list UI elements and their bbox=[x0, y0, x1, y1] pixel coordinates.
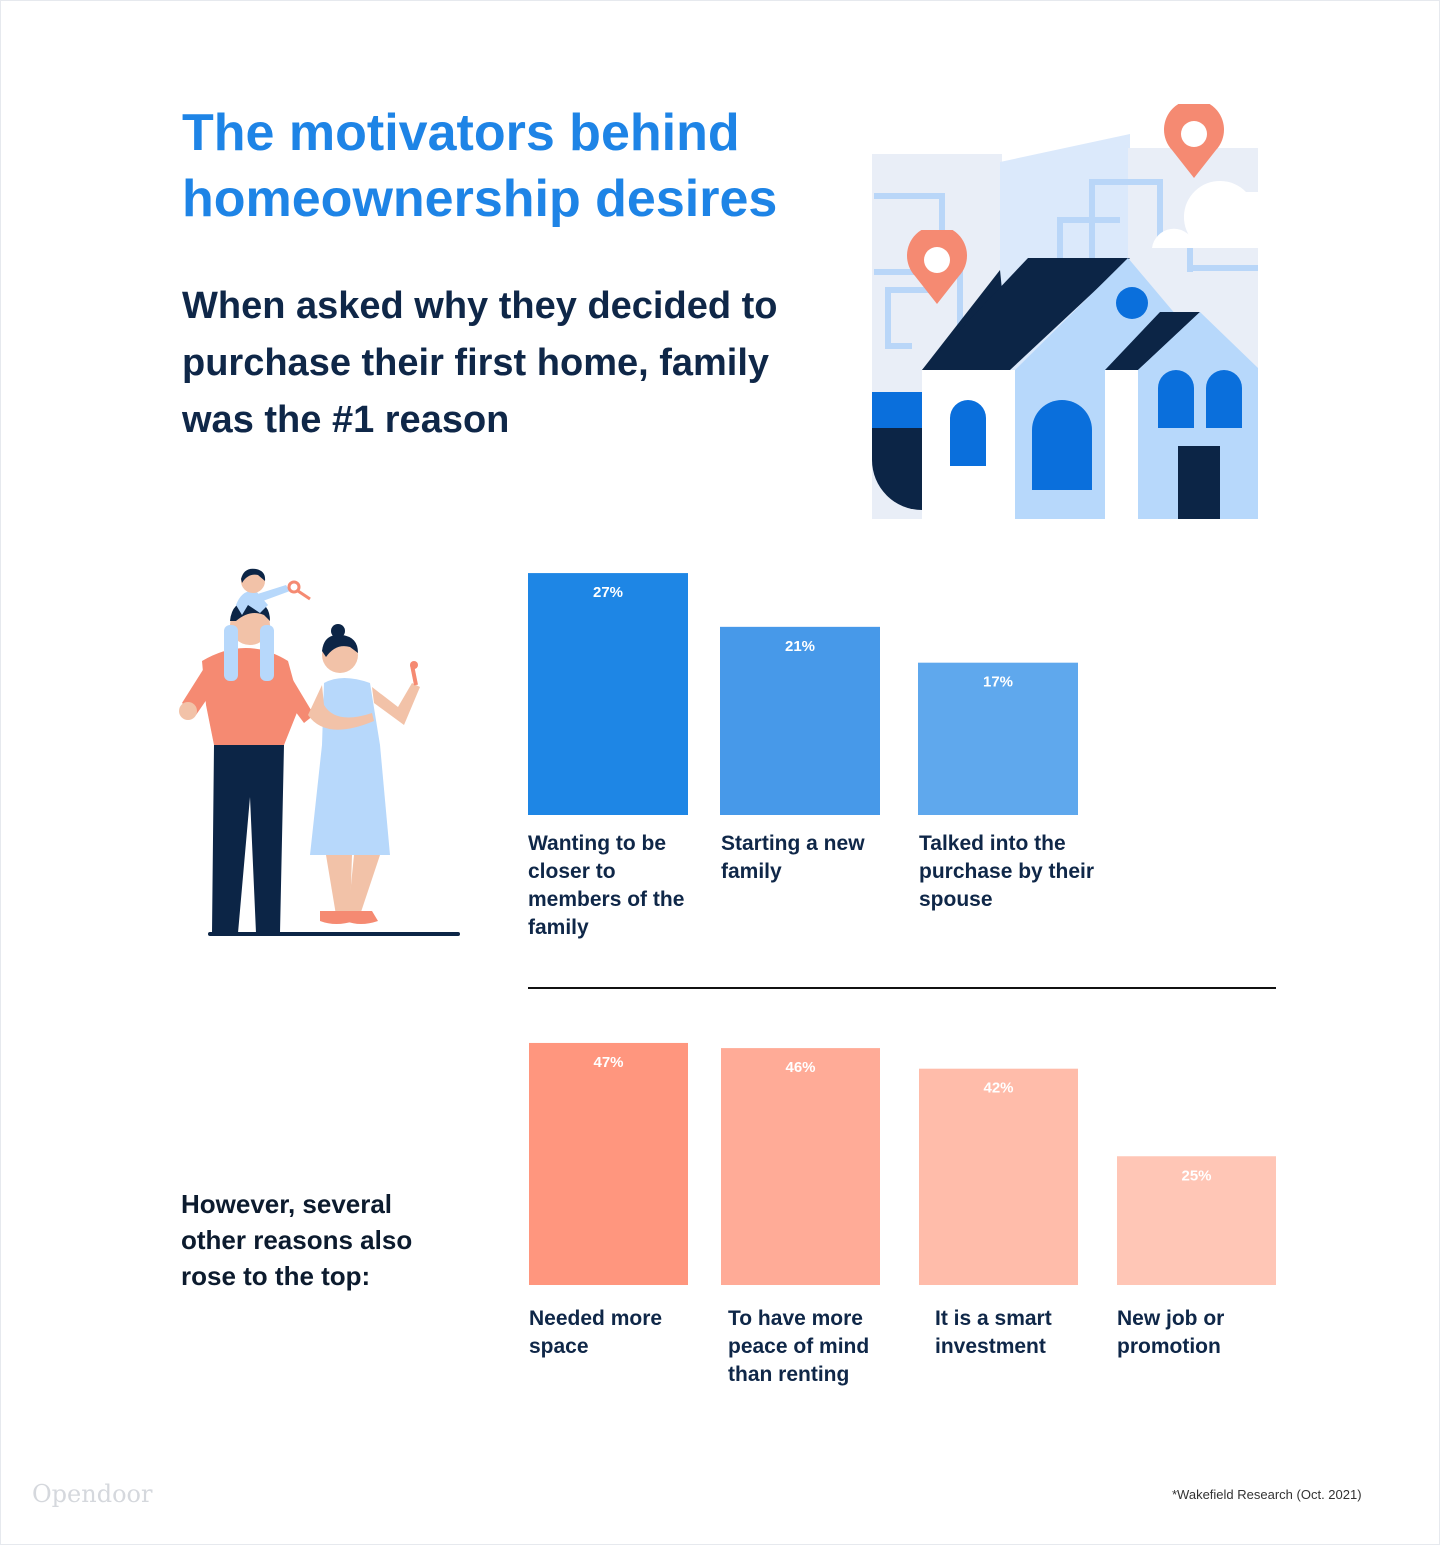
other-bar-value-label: 25% bbox=[1181, 1167, 1211, 1184]
family-bar-value-label: 21% bbox=[785, 638, 815, 655]
other-bar-4 bbox=[1117, 1156, 1276, 1285]
other-bar-3 bbox=[919, 1068, 1078, 1285]
other-bar-value-label: 47% bbox=[593, 1054, 623, 1071]
other-category-label: It is a smart investment bbox=[935, 1307, 1052, 1358]
house-map-illustration bbox=[872, 134, 1258, 519]
other-bar-1 bbox=[529, 1042, 688, 1285]
page-title: The motivators behind homeownership desi… bbox=[182, 104, 778, 228]
family-category-label: Talked into the purchase by their spouse bbox=[919, 832, 1095, 911]
other-category-label: New job or promotion bbox=[1117, 1307, 1225, 1358]
family-bar-value-label: 17% bbox=[983, 674, 1013, 691]
location-pin-icon bbox=[907, 230, 967, 304]
location-pin-icon bbox=[1164, 104, 1224, 178]
section-heading-other-reasons: However, several other reasons also rose… bbox=[181, 1189, 413, 1291]
source-note: *Wakefield Research (Oct. 2021) bbox=[1172, 1487, 1362, 1502]
section-divider bbox=[528, 987, 1276, 989]
other-category-label: Needed more space bbox=[529, 1307, 663, 1358]
family-category-label: Wanting to be closer to members of the f… bbox=[528, 832, 685, 939]
family-bar-value-label: 27% bbox=[593, 584, 623, 601]
family-illustration bbox=[179, 568, 460, 936]
other-bar-value-label: 42% bbox=[983, 1080, 1013, 1097]
family-category-label: Starting a new family bbox=[721, 832, 865, 883]
family-bar-3 bbox=[918, 662, 1078, 815]
other-bar-value-label: 46% bbox=[785, 1059, 815, 1076]
family-bar-2 bbox=[720, 626, 880, 815]
other-category-label: To have more peace of mind than renting bbox=[728, 1307, 870, 1386]
family-bar-1 bbox=[528, 573, 688, 815]
other-bar-2 bbox=[721, 1048, 880, 1285]
opendoor-logo: Opendoor bbox=[32, 1480, 153, 1508]
page-subtitle: When asked why they decided to purchase … bbox=[182, 285, 778, 441]
